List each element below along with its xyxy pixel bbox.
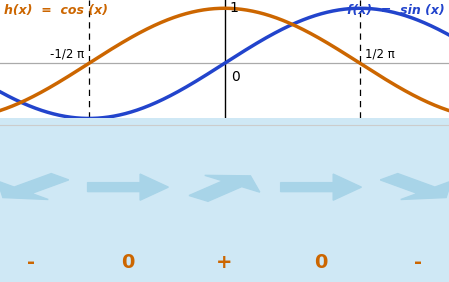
Text: 0: 0 (121, 253, 135, 272)
FancyArrow shape (281, 174, 361, 200)
Text: 0: 0 (314, 253, 328, 272)
Text: -1/2 π: -1/2 π (49, 48, 84, 61)
Text: -: - (414, 253, 422, 272)
FancyArrow shape (88, 174, 168, 200)
Text: f(x)  =  sin (x): f(x) = sin (x) (347, 4, 445, 17)
Text: 1/2 π: 1/2 π (365, 48, 395, 61)
Text: 0: 0 (231, 70, 240, 84)
Text: +: + (216, 253, 233, 272)
Text: h(x)  =  cos (x): h(x) = cos (x) (4, 4, 108, 17)
Text: 1: 1 (230, 1, 238, 15)
FancyArrow shape (189, 175, 260, 201)
FancyArrow shape (380, 173, 449, 199)
FancyArrow shape (0, 173, 69, 199)
Text: -: - (27, 253, 35, 272)
